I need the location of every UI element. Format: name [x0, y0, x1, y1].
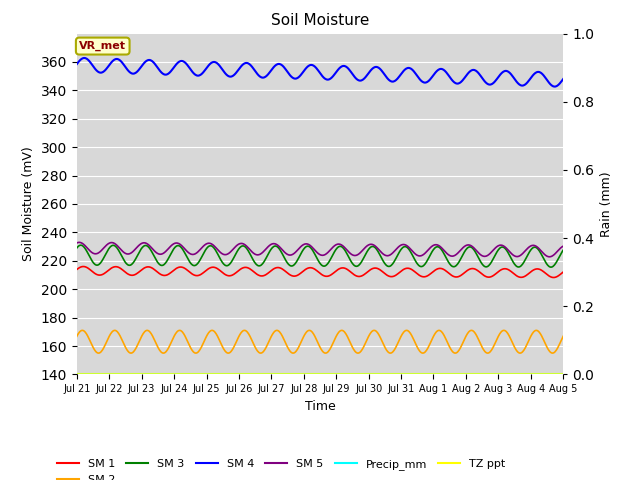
SM 5: [83, 244, 90, 250]
SM 2: [394, 340, 402, 346]
SM 3: [207, 243, 215, 249]
Precip_mm: [82, 372, 90, 377]
TZ ppt: [73, 372, 81, 377]
TZ ppt: [132, 372, 140, 377]
Precip_mm: [181, 372, 189, 377]
SM 1: [83, 264, 90, 270]
Precip_mm: [73, 372, 81, 377]
SM 3: [73, 245, 81, 251]
TZ ppt: [82, 372, 90, 377]
SM 4: [132, 70, 140, 75]
SM 3: [394, 252, 401, 258]
Precip_mm: [132, 372, 140, 377]
SM 1: [207, 264, 215, 270]
TZ ppt: [393, 372, 401, 377]
X-axis label: Time: Time: [305, 400, 335, 413]
Y-axis label: Soil Moisture (mV): Soil Moisture (mV): [22, 146, 35, 262]
SM 4: [559, 76, 567, 82]
Precip_mm: [207, 372, 214, 377]
Line: SM 1: SM 1: [77, 266, 563, 277]
Precip_mm: [393, 372, 401, 377]
SM 5: [559, 243, 567, 249]
SM 1: [132, 271, 140, 277]
SM 2: [182, 336, 190, 342]
SM 1: [182, 266, 189, 272]
TZ ppt: [379, 372, 387, 377]
SM 2: [559, 334, 567, 339]
SM 5: [546, 254, 554, 260]
SM 3: [559, 247, 567, 253]
SM 3: [380, 258, 387, 264]
SM 2: [132, 346, 140, 352]
SM 1: [380, 269, 387, 275]
TZ ppt: [181, 372, 189, 377]
SM 1: [80, 264, 88, 269]
SM 4: [83, 56, 90, 61]
SM 2: [176, 327, 184, 333]
Title: Soil Moisture: Soil Moisture: [271, 13, 369, 28]
SM 4: [182, 60, 189, 66]
SM 5: [394, 245, 401, 251]
SM 3: [83, 248, 90, 253]
SM 3: [77, 242, 84, 248]
SM 1: [550, 275, 557, 280]
SM 4: [73, 61, 81, 67]
Line: SM 2: SM 2: [77, 330, 563, 353]
SM 4: [380, 70, 387, 76]
SM 2: [82, 330, 90, 336]
Y-axis label: Rain (mm): Rain (mm): [600, 171, 612, 237]
TZ ppt: [207, 372, 214, 377]
SM 1: [559, 269, 567, 275]
SM 5: [207, 241, 215, 247]
SM 4: [394, 76, 401, 82]
SM 3: [547, 264, 555, 270]
SM 2: [159, 350, 167, 356]
SM 4: [207, 60, 215, 66]
SM 2: [208, 327, 216, 333]
SM 5: [380, 251, 387, 257]
SM 4: [81, 55, 88, 61]
SM 5: [182, 247, 189, 253]
SM 5: [73, 240, 81, 246]
Line: SM 3: SM 3: [77, 245, 563, 267]
Precip_mm: [379, 372, 387, 377]
SM 5: [132, 245, 140, 251]
SM 5: [76, 240, 83, 245]
SM 3: [182, 252, 189, 258]
SM 1: [394, 271, 401, 277]
Text: VR_met: VR_met: [79, 41, 126, 51]
SM 2: [380, 342, 388, 348]
Precip_mm: [559, 372, 567, 377]
SM 2: [73, 334, 81, 339]
Line: SM 4: SM 4: [77, 58, 563, 86]
SM 3: [132, 255, 140, 261]
TZ ppt: [559, 372, 567, 377]
SM 4: [550, 84, 558, 89]
Line: SM 5: SM 5: [77, 242, 563, 257]
SM 1: [73, 266, 81, 272]
Legend: SM 1, SM 2, SM 3, SM 4, SM 5, Precip_mm, TZ ppt: SM 1, SM 2, SM 3, SM 4, SM 5, Precip_mm,…: [52, 455, 510, 480]
